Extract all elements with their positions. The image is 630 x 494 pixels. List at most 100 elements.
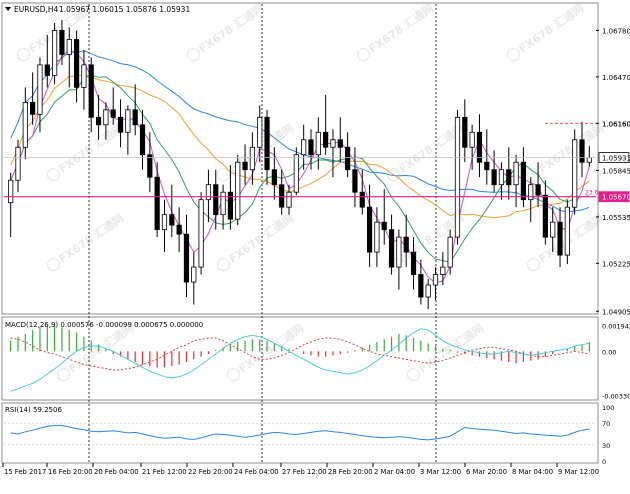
y-tick-label: 1.06470 bbox=[602, 74, 630, 82]
candle-body bbox=[220, 191, 226, 216]
candle-body bbox=[73, 39, 80, 88]
moving-average-line bbox=[10, 50, 590, 213]
x-tick-label: 28 Feb 20:00 bbox=[328, 468, 373, 476]
macd-signal-line bbox=[10, 337, 590, 371]
x-tick-label: 9 Mar 12:00 bbox=[558, 468, 599, 476]
candle-body bbox=[52, 30, 58, 76]
candle-body bbox=[198, 199, 204, 268]
candle-body bbox=[491, 169, 497, 186]
candle-body bbox=[132, 109, 138, 126]
chart-menu-chevron-icon[interactable] bbox=[5, 7, 11, 11]
candle-body bbox=[154, 176, 160, 231]
candle-body bbox=[352, 169, 358, 193]
price-chart: 23.6 bbox=[4, 19, 599, 310]
price-label: 1.06160 bbox=[602, 120, 630, 128]
candle-body bbox=[81, 64, 87, 88]
candle-body bbox=[359, 191, 365, 208]
candle-body bbox=[396, 236, 402, 268]
candle-body bbox=[8, 179, 14, 204]
candle-body bbox=[66, 39, 72, 55]
x-tick-label: 20 Feb 04:00 bbox=[94, 468, 139, 476]
candle-body bbox=[315, 131, 321, 156]
candle-body bbox=[498, 169, 505, 186]
candle-body bbox=[432, 274, 439, 286]
x-tick-label: 22 Feb 20:00 bbox=[188, 468, 233, 476]
axes: 1.06780 1.06470 1.06160 1.05845 1.05535 1.052… bbox=[2, 27, 630, 476]
y-tick-label: 1.06780 bbox=[602, 27, 630, 35]
price-label: 1.05670 bbox=[602, 194, 630, 202]
y-tick-label: 1.05535 bbox=[602, 214, 630, 222]
candle-body bbox=[520, 161, 527, 201]
candle-body bbox=[110, 109, 116, 118]
candle-body bbox=[22, 101, 28, 148]
candle-body bbox=[425, 284, 431, 298]
candle-body bbox=[374, 221, 380, 253]
candle-body bbox=[381, 221, 387, 231]
rsi-y-tick-label: 100 bbox=[602, 404, 614, 412]
candle-body bbox=[191, 266, 197, 283]
x-tick-label: 16 Feb 20:00 bbox=[48, 468, 93, 476]
candle-body bbox=[579, 139, 585, 163]
candle-body bbox=[323, 131, 329, 148]
rsi-y-tick-label: 30 bbox=[602, 442, 610, 450]
candle-body bbox=[147, 154, 153, 178]
fib-level-label: 23.6 bbox=[585, 190, 599, 197]
candle-body bbox=[586, 157, 592, 163]
fib-price-badge bbox=[598, 191, 630, 203]
candle-body bbox=[506, 169, 512, 186]
candle-body bbox=[366, 206, 373, 253]
price-panel-title: EURUSD,H4 bbox=[14, 5, 58, 14]
candle-body bbox=[169, 214, 175, 226]
x-tick-label: 8 Mar 04:00 bbox=[512, 468, 553, 476]
macd-panel-title: MACD(12,26,9) 0.000576 -0.000099 0.00067… bbox=[5, 321, 203, 329]
rsi-line bbox=[10, 424, 590, 441]
candle-body bbox=[30, 101, 36, 115]
candle-body bbox=[88, 64, 94, 118]
y-tick-label: 1.05845 bbox=[602, 167, 630, 175]
candle-body bbox=[564, 206, 570, 256]
x-tick-label: 15 Feb 2017 bbox=[4, 468, 46, 476]
candle-body bbox=[535, 184, 541, 196]
x-tick-label: 6 Mar 20:00 bbox=[466, 468, 507, 476]
candle-body bbox=[308, 139, 314, 156]
candle-body bbox=[139, 124, 146, 156]
candle-body bbox=[484, 161, 490, 171]
candle-body bbox=[345, 146, 351, 171]
candle-body bbox=[95, 116, 102, 126]
candle-body bbox=[286, 191, 292, 208]
candle-body bbox=[293, 154, 299, 193]
current-price-badge bbox=[598, 152, 630, 164]
candle-body bbox=[271, 169, 277, 186]
moving-average-line bbox=[10, 49, 590, 284]
candle-body bbox=[469, 131, 475, 148]
x-tick-label: 24 Feb 04:00 bbox=[234, 468, 279, 476]
candle-body bbox=[557, 221, 563, 256]
candle-body bbox=[249, 146, 255, 171]
candle-body bbox=[513, 161, 519, 186]
candle-body bbox=[462, 116, 468, 148]
candle-body bbox=[550, 221, 556, 238]
candle-body bbox=[528, 184, 534, 201]
price-panel-frame bbox=[1, 2, 599, 315]
rsi-chart bbox=[4, 422, 596, 446]
candle-body bbox=[476, 131, 483, 163]
macd-chart bbox=[10, 326, 590, 392]
y-tick-label: 1.04905 bbox=[602, 308, 630, 316]
ohlc-readout: 1.05967 1.06015 1.05876 1.05931 bbox=[59, 5, 190, 14]
candle-body bbox=[403, 236, 409, 253]
candle-body bbox=[279, 184, 285, 208]
candle-body bbox=[447, 236, 453, 268]
y-tick-label: 1.06160 bbox=[602, 120, 630, 128]
x-tick-label: 27 Feb 12:00 bbox=[282, 468, 327, 476]
candle-body bbox=[213, 184, 219, 216]
candle-body bbox=[15, 146, 21, 181]
candle-body bbox=[388, 229, 395, 268]
moving-average-line bbox=[10, 73, 590, 219]
moving-average-line bbox=[10, 74, 590, 263]
candle-body bbox=[161, 214, 168, 231]
candle-body bbox=[44, 64, 50, 76]
candle-body bbox=[176, 224, 182, 235]
